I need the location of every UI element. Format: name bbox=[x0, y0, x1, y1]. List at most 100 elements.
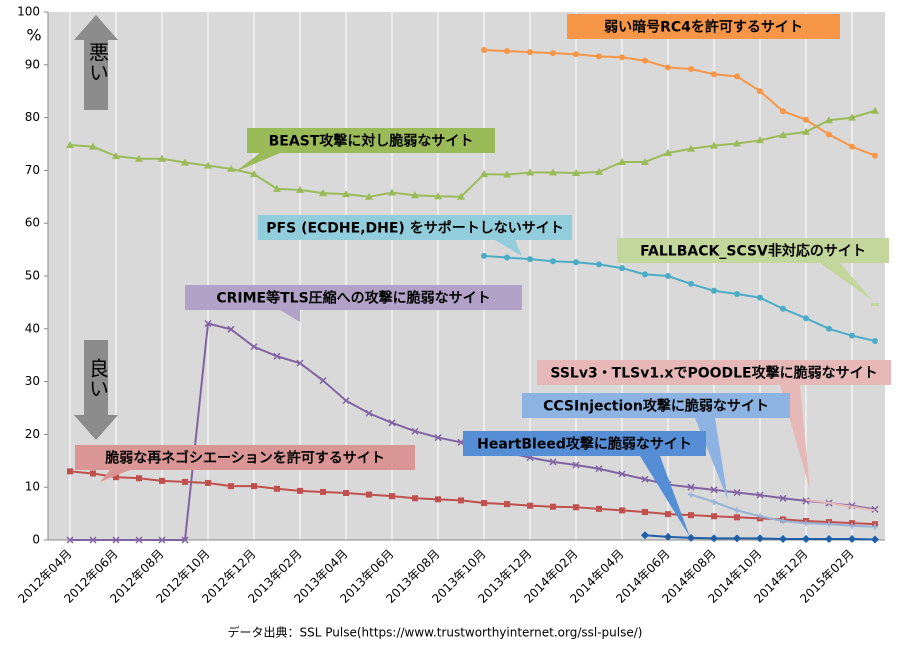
callout-text: FALLBACK_SCSV非対応のサイト bbox=[640, 243, 866, 260]
y-tick-label: 40 bbox=[25, 321, 40, 335]
marker bbox=[296, 359, 304, 367]
marker bbox=[849, 332, 855, 339]
good-label: 良い bbox=[86, 358, 110, 398]
marker bbox=[803, 315, 809, 322]
marker bbox=[619, 265, 625, 272]
series-line bbox=[483, 49, 876, 157]
callout-text: PFS (ECDHE,DHE) をサポートしないサイト bbox=[266, 220, 563, 237]
marker bbox=[849, 143, 855, 150]
marker bbox=[780, 517, 786, 524]
callout-box bbox=[537, 360, 891, 385]
marker bbox=[734, 73, 740, 80]
marker bbox=[665, 64, 671, 71]
marker bbox=[779, 534, 787, 543]
marker bbox=[803, 520, 809, 527]
marker bbox=[595, 167, 603, 175]
marker bbox=[273, 352, 281, 360]
marker bbox=[458, 497, 464, 504]
marker bbox=[641, 475, 649, 483]
marker bbox=[527, 256, 533, 263]
marker bbox=[572, 169, 580, 177]
marker bbox=[872, 337, 878, 344]
marker bbox=[757, 513, 763, 520]
marker bbox=[733, 534, 741, 543]
marker bbox=[619, 54, 625, 61]
marker bbox=[67, 468, 73, 475]
marker bbox=[572, 461, 580, 469]
marker bbox=[481, 252, 487, 259]
marker bbox=[342, 190, 350, 198]
marker bbox=[273, 184, 281, 192]
marker bbox=[780, 305, 786, 312]
marker bbox=[550, 50, 556, 57]
marker bbox=[251, 483, 257, 490]
marker bbox=[641, 157, 649, 165]
marker bbox=[342, 397, 350, 405]
callout-box bbox=[75, 445, 415, 470]
marker bbox=[734, 514, 740, 521]
marker bbox=[687, 483, 695, 491]
marker bbox=[641, 531, 649, 540]
marker bbox=[159, 477, 165, 484]
y-tick-label: 90 bbox=[25, 57, 40, 71]
marker bbox=[504, 501, 510, 508]
marker bbox=[711, 513, 717, 520]
marker bbox=[411, 427, 419, 435]
marker bbox=[66, 536, 74, 544]
marker bbox=[435, 496, 441, 503]
marker bbox=[757, 88, 763, 95]
marker bbox=[756, 136, 764, 144]
marker bbox=[825, 534, 833, 543]
marker bbox=[434, 434, 442, 442]
marker bbox=[849, 522, 855, 529]
marker bbox=[113, 474, 119, 481]
marker bbox=[618, 470, 626, 478]
marker bbox=[227, 325, 235, 333]
callout-box bbox=[617, 238, 889, 263]
marker bbox=[66, 141, 74, 149]
y-tick-label: 60 bbox=[25, 216, 40, 230]
marker bbox=[780, 108, 786, 115]
marker bbox=[181, 536, 189, 544]
marker bbox=[573, 259, 579, 266]
callout-text: BEAST攻撃に対し脆弱なサイト bbox=[269, 133, 474, 150]
marker bbox=[871, 535, 879, 544]
marker bbox=[411, 191, 419, 199]
callout-box bbox=[522, 393, 790, 418]
marker bbox=[688, 491, 694, 498]
callout-text: CCSInjection攻撃に脆弱なサイト bbox=[543, 398, 769, 415]
marker bbox=[642, 271, 648, 278]
marker bbox=[228, 483, 234, 490]
marker bbox=[481, 500, 487, 507]
series-line bbox=[69, 109, 876, 198]
marker bbox=[112, 536, 120, 544]
marker bbox=[526, 168, 534, 176]
marker bbox=[550, 258, 556, 265]
marker bbox=[204, 319, 212, 328]
callout-pointer bbox=[235, 153, 280, 172]
marker bbox=[297, 487, 303, 494]
marker bbox=[687, 533, 695, 542]
callout-box bbox=[247, 128, 495, 153]
y-axis-label: % bbox=[26, 26, 41, 45]
marker bbox=[205, 479, 211, 486]
marker bbox=[296, 185, 304, 193]
marker bbox=[734, 507, 740, 514]
series-line bbox=[483, 254, 876, 342]
marker bbox=[757, 294, 763, 301]
callout-pointer bbox=[100, 470, 130, 482]
marker bbox=[89, 536, 97, 544]
marker bbox=[250, 343, 258, 351]
marker bbox=[504, 254, 510, 261]
marker bbox=[112, 152, 120, 160]
marker bbox=[182, 478, 188, 485]
marker bbox=[158, 536, 166, 544]
marker bbox=[872, 152, 878, 159]
marker bbox=[549, 458, 557, 466]
good-arrow bbox=[74, 340, 118, 440]
callout-pointer bbox=[495, 240, 522, 256]
marker bbox=[779, 131, 787, 139]
marker bbox=[320, 488, 326, 495]
marker bbox=[803, 116, 809, 123]
